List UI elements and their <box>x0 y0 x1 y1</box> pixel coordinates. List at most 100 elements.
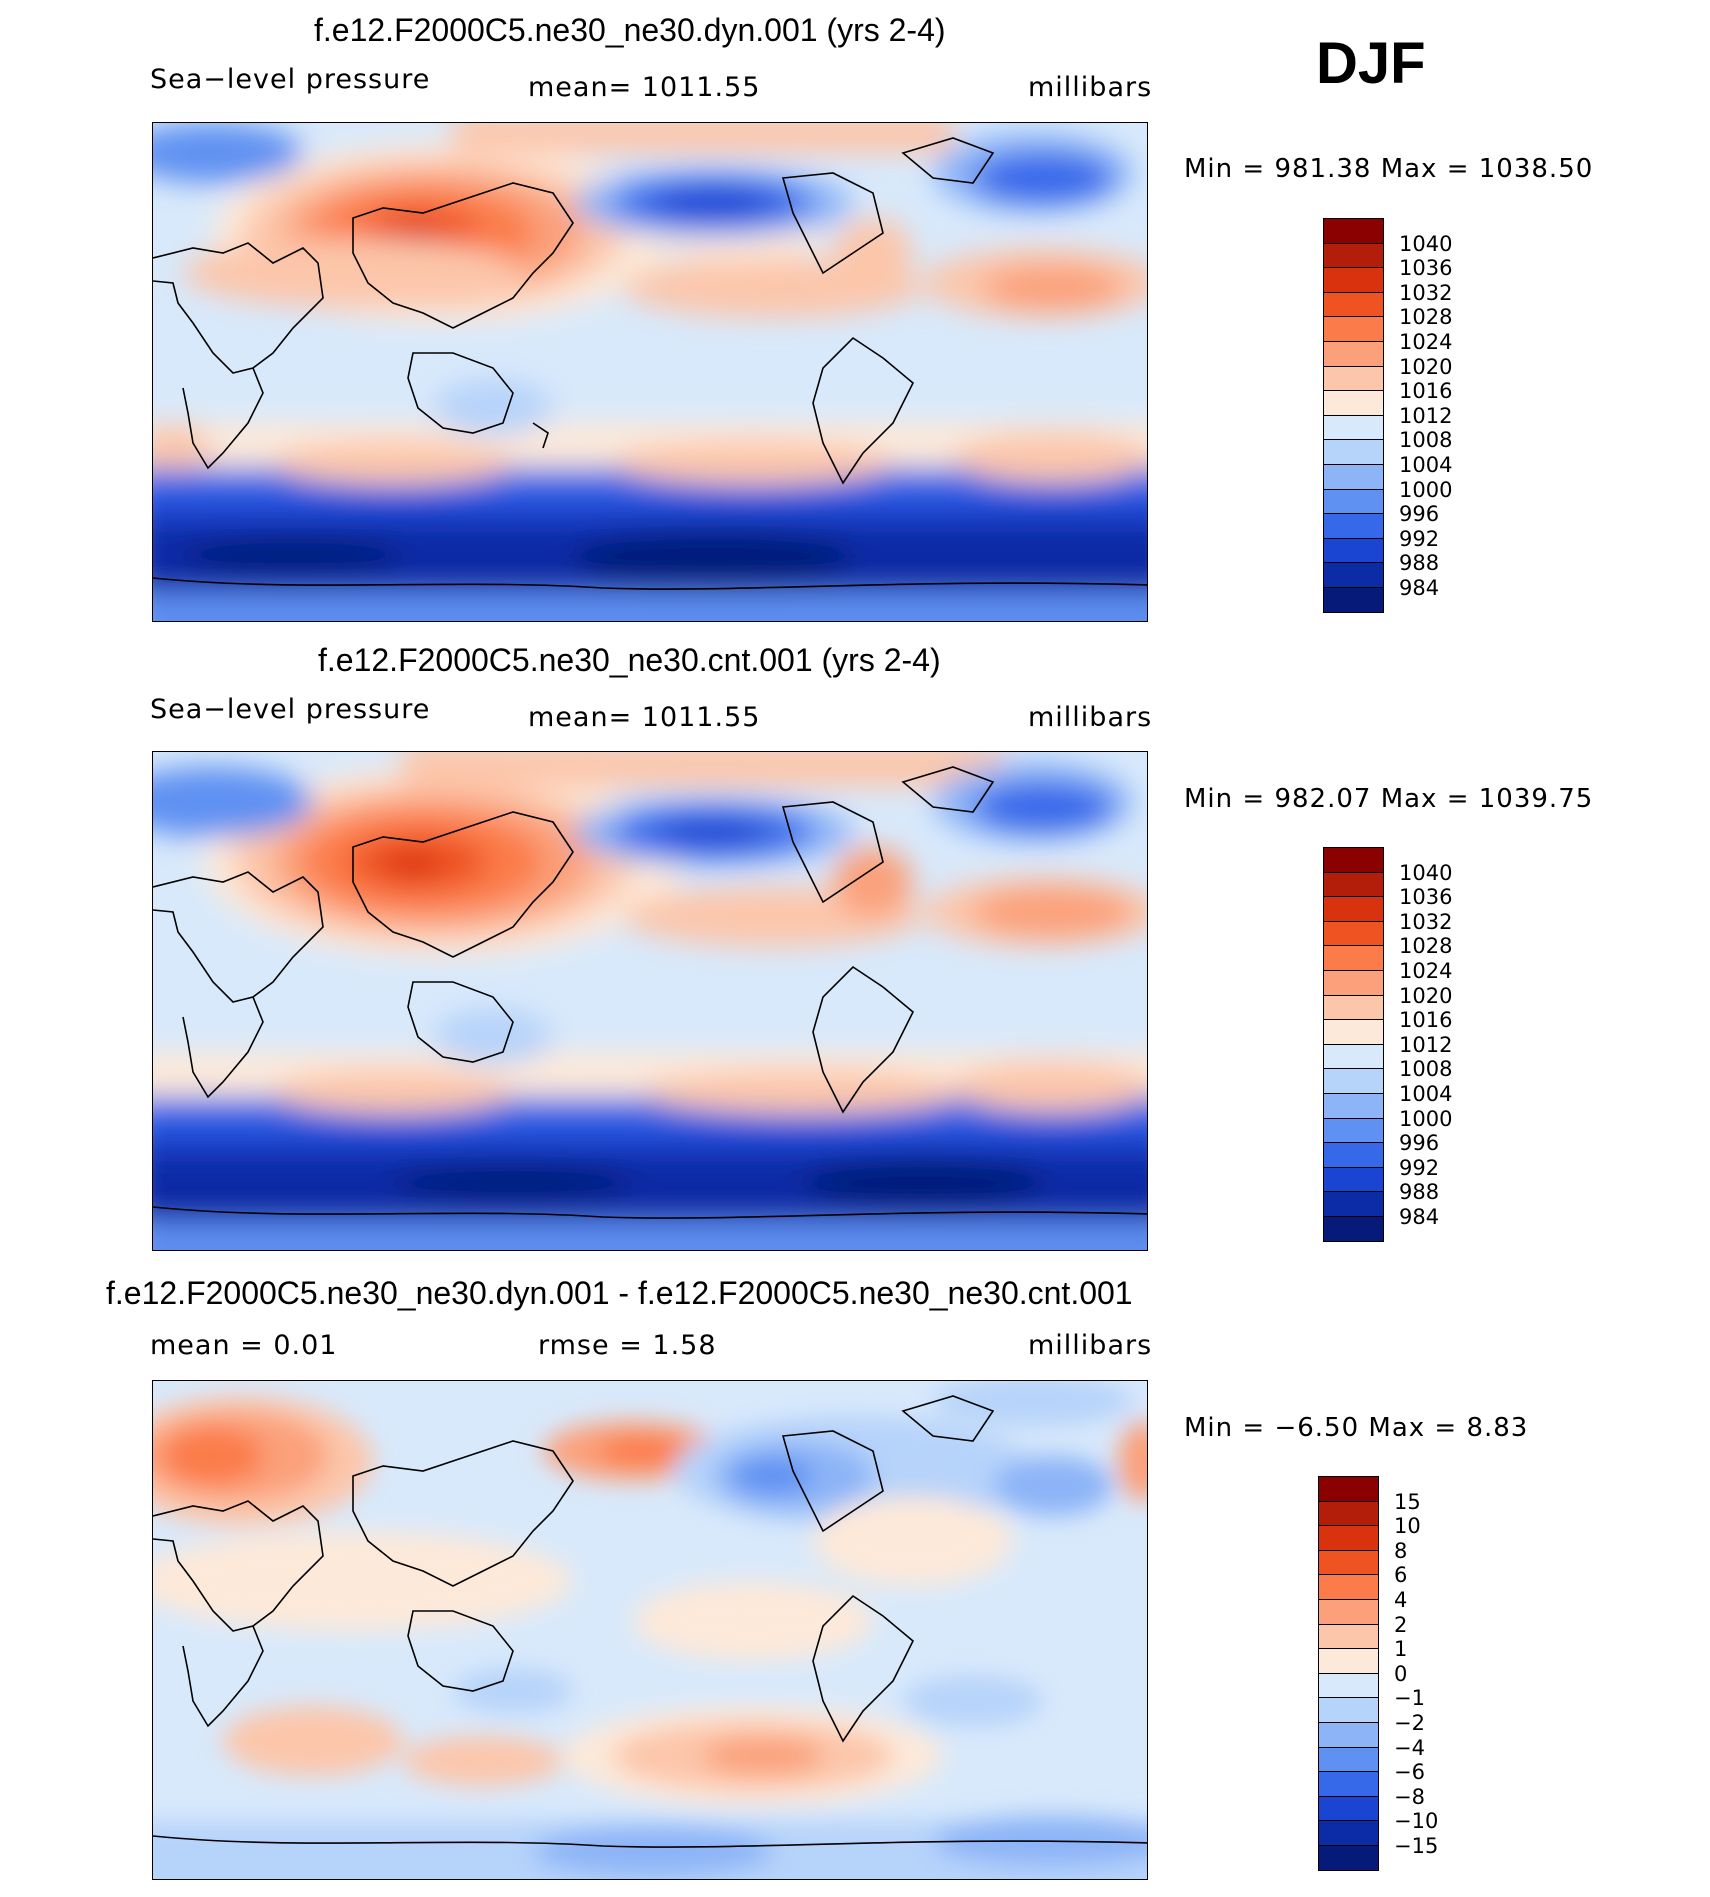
colorbar-swatch <box>1323 970 1384 996</box>
colorbar-swatch <box>1323 994 1384 1021</box>
colorbar-label: 1032 <box>1399 280 1453 305</box>
panel-2-title: f.e12.F2000C5.ne30_ne30.cnt.001 (yrs 2-4… <box>318 642 941 678</box>
panel-1-map <box>152 122 1148 622</box>
colorbar-label: −10 <box>1394 1809 1439 1834</box>
colorbar-swatch <box>1323 587 1384 613</box>
colorbar-swatch <box>1318 1722 1379 1748</box>
colorbar-label: 988 <box>1399 551 1440 576</box>
colorbar-label: 996 <box>1399 1131 1440 1156</box>
panel-2-map <box>152 751 1148 1251</box>
colorbar-swatch <box>1323 439 1384 465</box>
colorbar-swatch <box>1323 488 1384 515</box>
colorbar-label: 1020 <box>1399 983 1453 1008</box>
season-label: DJF <box>1316 31 1426 96</box>
panel-3-mean-label: mean = 0.01 <box>150 1330 338 1361</box>
colorbar-swatch <box>1323 945 1384 971</box>
panel-1-contour-plot <box>153 123 1147 621</box>
colorbar-swatch <box>1323 390 1384 416</box>
colorbar-swatch <box>1318 1525 1379 1551</box>
colorbar-swatch <box>1323 1019 1384 1045</box>
colorbar-swatch <box>1318 1648 1379 1674</box>
colorbar-swatch <box>1323 1093 1384 1119</box>
colorbar-swatch <box>1323 341 1384 367</box>
colorbar-swatch <box>1323 1117 1384 1144</box>
colorbar-label: 1036 <box>1399 885 1453 910</box>
panel-3-units-label: millibars <box>1028 1330 1153 1361</box>
colorbar-label: 1 <box>1394 1637 1408 1662</box>
colorbar-swatch <box>1318 1771 1379 1797</box>
colorbar-swatch <box>1323 1043 1384 1070</box>
panel-3-title: f.e12.F2000C5.ne30_ne30.dyn.001 - f.e12.… <box>106 1275 1133 1311</box>
colorbar-label: 984 <box>1399 1205 1440 1229</box>
panel-1-minmax: Min = 981.38 Max = 1038.50 <box>1184 154 1594 184</box>
panel-2-contour-plot <box>153 752 1147 1250</box>
colorbar-swatch <box>1323 291 1384 318</box>
colorbar-label: 1040 <box>1399 860 1453 885</box>
panel-2-units-label: millibars <box>1028 702 1153 733</box>
colorbar-swatch <box>1318 1820 1379 1846</box>
colorbar-swatch <box>1323 365 1384 392</box>
colorbar-label: 1008 <box>1399 428 1453 453</box>
colorbar-label: 996 <box>1399 502 1440 527</box>
colorbar-label: 2 <box>1394 1612 1408 1637</box>
colorbar-label: −1 <box>1394 1686 1425 1711</box>
colorbar-swatch <box>1323 871 1384 898</box>
colorbar-swatch <box>1323 847 1384 873</box>
colorbar-label: 0 <box>1394 1661 1408 1686</box>
colorbar-label: 4 <box>1394 1588 1408 1612</box>
colorbar-label: 1000 <box>1399 477 1453 502</box>
panel-1-mean-label: mean= 1011.55 <box>528 72 761 103</box>
panel-1-title: f.e12.F2000C5.ne30_ne30.dyn.001 (yrs 2-4… <box>314 12 946 48</box>
colorbar-swatch <box>1318 1623 1379 1650</box>
colorbar-swatch <box>1318 1746 1379 1773</box>
colorbar-swatch <box>1318 1697 1379 1723</box>
colorbar-swatch <box>1323 896 1384 922</box>
colorbar-label: 6 <box>1394 1563 1408 1588</box>
colorbar-label: 1032 <box>1399 909 1453 934</box>
panel-2-mean-label: mean= 1011.55 <box>528 702 761 733</box>
colorbar-label: 992 <box>1399 1155 1440 1180</box>
colorbar-label: −2 <box>1394 1711 1425 1735</box>
colorbar-swatch <box>1323 1068 1384 1094</box>
coastlines <box>153 137 1147 590</box>
colorbar-swatch <box>1323 414 1384 441</box>
colorbar-label: 1020 <box>1399 354 1453 379</box>
coastlines <box>153 766 1147 1219</box>
colorbar-swatch <box>1318 1672 1379 1699</box>
colorbar-swatch <box>1323 316 1384 342</box>
colorbar-swatch <box>1323 242 1384 269</box>
colorbar-label: 1024 <box>1399 959 1453 983</box>
panel-2-minmax: Min = 982.07 Max = 1039.75 <box>1184 784 1594 814</box>
panel-2-colorbar: 1040 1036 1032 1028 1024 1020 1016 1012 1008 1004… <box>1323 847 1463 1242</box>
colorbar-swatch <box>1318 1599 1379 1625</box>
colorbar-label: 1036 <box>1399 256 1453 281</box>
colorbar-label: 1004 <box>1399 453 1453 477</box>
colorbar-label: 10 <box>1394 1514 1421 1539</box>
colorbar-label: 1024 <box>1399 330 1453 354</box>
colorbar-label: 1004 <box>1399 1082 1453 1106</box>
colorbar-label: 8 <box>1394 1538 1408 1563</box>
colorbar-label: −6 <box>1394 1760 1425 1785</box>
colorbar-swatch <box>1323 537 1384 564</box>
colorbar-swatch <box>1323 920 1384 947</box>
colorbar-label: 1000 <box>1399 1106 1453 1131</box>
panel-1-variable-label: Sea−level pressure <box>150 64 431 95</box>
colorbar-swatch <box>1318 1795 1379 1822</box>
coastlines <box>153 1395 1147 1848</box>
colorbar-swatch <box>1323 218 1384 244</box>
panel-3-map <box>152 1380 1148 1880</box>
colorbar-label: 1016 <box>1399 379 1453 404</box>
colorbar-swatch <box>1318 1500 1379 1527</box>
panel-3-colorbar: 15 10 8 6 4 2 1 0 −1 −2 −4 −6 −8 −10 −15 <box>1318 1476 1458 1871</box>
colorbar-swatch <box>1323 464 1384 490</box>
panel-1-colorbar: 1040 1036 1032 1028 1024 1020 1016 1012 1008 1004… <box>1323 218 1463 613</box>
colorbar-label: 1012 <box>1399 403 1453 428</box>
colorbar-swatch <box>1318 1476 1379 1502</box>
colorbar-label: −15 <box>1394 1834 1439 1858</box>
panel-3-minmax: Min = −6.50 Max = 8.83 <box>1184 1413 1529 1443</box>
colorbar-swatch <box>1318 1845 1379 1871</box>
colorbar-swatch <box>1323 513 1384 539</box>
colorbar-label: 1016 <box>1399 1008 1453 1033</box>
colorbar-label: 15 <box>1394 1489 1421 1514</box>
panel-1-units-label: millibars <box>1028 72 1153 103</box>
